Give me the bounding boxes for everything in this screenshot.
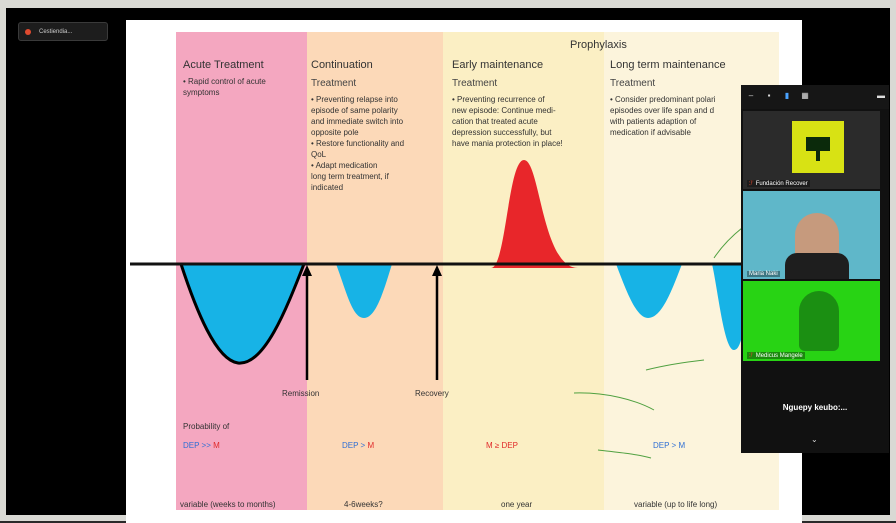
participants-panel: – ▪ ▮ ▦ ▬ ℱ Fundación Recover Maria Naki … bbox=[741, 85, 889, 453]
annotation-stroke-4 bbox=[713, 227, 743, 259]
gallery-icon[interactable]: ▮ bbox=[784, 91, 790, 100]
phase-bullets-continuation: • Preventing relapse into episode of sam… bbox=[311, 95, 405, 192]
prob-dep: DEP bbox=[342, 441, 359, 450]
duration-acute: variable (weeks to months) bbox=[180, 500, 276, 509]
participant-tile-logo[interactable]: ℱ Fundación Recover bbox=[743, 111, 880, 189]
chevron-down-icon[interactable]: ⌄ bbox=[811, 435, 818, 444]
phase-bullets-early: • Preventing recurrence of new episode: … bbox=[452, 95, 563, 148]
probability-longterm: DEP > M bbox=[653, 441, 685, 450]
prob-dep: DEP bbox=[183, 441, 200, 450]
tree-logo-icon bbox=[792, 121, 844, 173]
duration-continuation: 4-6weeks? bbox=[344, 500, 383, 509]
speaker-view-icon[interactable]: ▦ bbox=[801, 91, 809, 100]
phase-subtitle-longterm: Treatment bbox=[610, 78, 656, 89]
panel-toolbar: – ▪ ▮ ▦ ▬ bbox=[741, 85, 889, 109]
acute-outline bbox=[179, 263, 306, 365]
prob-m: M bbox=[678, 441, 686, 450]
phase-bullets-longterm: • Consider predominant polari episodes o… bbox=[610, 95, 716, 137]
probability-continuation: DEP > M bbox=[342, 441, 374, 450]
phase-title-continuation: Continuation bbox=[311, 59, 373, 71]
participant-tile-video[interactable]: Maria Naki bbox=[743, 191, 880, 279]
remission-arrowhead bbox=[302, 265, 312, 276]
meeting-pill[interactable]: Cestiendia... bbox=[18, 22, 108, 41]
probability-label: Probability of bbox=[183, 422, 230, 431]
episode-curves bbox=[130, 160, 802, 459]
phase-subtitle-early: Treatment bbox=[452, 78, 498, 89]
participant-silhouette bbox=[799, 291, 839, 351]
record-dot-icon bbox=[25, 28, 31, 35]
phase-subtitle-continuation: Treatment bbox=[311, 78, 357, 89]
recovery-arrowhead bbox=[432, 265, 442, 276]
prob-op: >> bbox=[201, 441, 211, 450]
prob-m: M bbox=[367, 441, 375, 450]
meeting-pill-label: Cestiendia... bbox=[39, 28, 73, 35]
prob-op: ≥ bbox=[494, 441, 500, 450]
remission-label: Remission bbox=[282, 389, 320, 398]
phase-band-early bbox=[443, 32, 604, 510]
probability-acute: DEP >> M bbox=[183, 441, 220, 450]
prob-op: > bbox=[360, 441, 366, 450]
self-name: Nguepy keubo:... bbox=[782, 403, 848, 412]
minimize-icon[interactable]: – bbox=[748, 91, 754, 100]
prob-dep: DEP bbox=[653, 441, 670, 450]
phase-bullets-acute: • Rapid control of acute symptoms bbox=[183, 77, 266, 97]
prob-dep: DEP bbox=[501, 441, 518, 450]
depression-episode-continuation bbox=[336, 264, 392, 318]
annotation-stroke-1 bbox=[573, 392, 655, 411]
phase-title-early: Early maintenance bbox=[452, 59, 544, 71]
probability-early: M ≥ DEP bbox=[486, 441, 518, 450]
participant-label: ℱ Medicus Mangele bbox=[747, 352, 805, 359]
presentation-slide: Prophylaxis Acute Treatment • Rapid cont… bbox=[126, 20, 802, 523]
participant-body bbox=[785, 253, 849, 279]
depression-episode-longterm-1 bbox=[616, 264, 682, 318]
recovery-label: Recovery bbox=[415, 389, 449, 398]
duration-early: one year bbox=[501, 500, 533, 509]
mania-episode bbox=[491, 160, 578, 268]
phase-title-acute: Acute Treatment bbox=[183, 59, 264, 71]
annotation-stroke-3 bbox=[645, 359, 705, 371]
prob-m: M bbox=[486, 441, 493, 450]
annotation-stroke-2 bbox=[597, 449, 652, 459]
prob-m: M bbox=[213, 441, 220, 450]
participant-tile-green[interactable]: ℱ Medicus Mangele bbox=[743, 281, 880, 361]
duration-longterm: variable (up to life long) bbox=[634, 500, 718, 509]
participant-label: Maria Naki bbox=[747, 271, 780, 277]
prob-op: > bbox=[671, 441, 677, 450]
prophylaxis-label: Prophylaxis bbox=[570, 39, 627, 51]
depression-episode-longterm-2 bbox=[712, 264, 748, 350]
expand-icon[interactable]: ▬ bbox=[877, 91, 885, 100]
phase-title-longterm: Long term maintenance bbox=[610, 59, 726, 71]
participant-label: ℱ Fundación Recover bbox=[747, 180, 810, 187]
grid-icon[interactable]: ▪ bbox=[767, 91, 771, 100]
